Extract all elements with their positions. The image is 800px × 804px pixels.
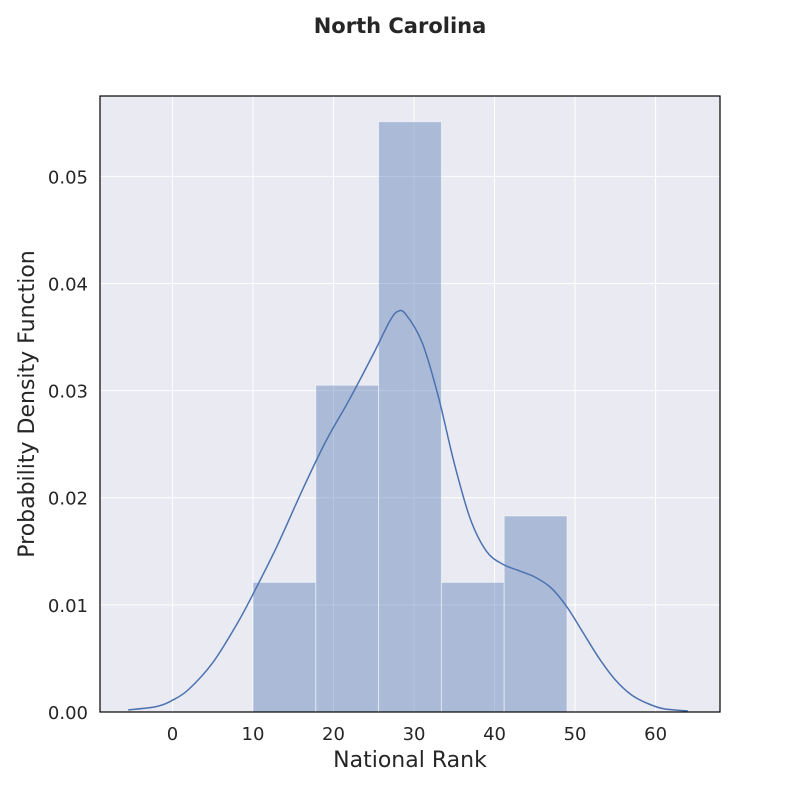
x-tick-label: 20 xyxy=(322,724,345,745)
y-tick-label: 0.00 xyxy=(48,703,88,724)
x-tick-label: 0 xyxy=(167,724,178,745)
y-axis-label: Probability Density Function xyxy=(15,250,40,558)
y-tick-label: 0.02 xyxy=(48,489,88,510)
chart-title: North Carolina xyxy=(314,14,487,38)
histogram-bar xyxy=(503,515,568,713)
x-tick-label: 10 xyxy=(242,724,265,745)
plot-area xyxy=(100,96,720,712)
x-tick-label: 40 xyxy=(483,724,506,745)
histogram-bar xyxy=(378,121,442,713)
y-tick-label: 0.05 xyxy=(48,167,88,188)
kde-curve xyxy=(128,309,688,712)
x-tick-label: 60 xyxy=(644,724,667,745)
x-tick-label: 50 xyxy=(564,724,587,745)
x-axis-label: National Rank xyxy=(333,748,487,773)
y-tick-label: 0.04 xyxy=(48,274,88,295)
y-tick-label: 0.03 xyxy=(48,382,88,403)
x-tick-labels: 0 10 20 30 40 50 60 xyxy=(167,724,667,745)
histogram-bars xyxy=(252,121,568,713)
y-tick-labels: 0.00 0.01 0.02 0.03 0.04 0.05 xyxy=(48,167,88,724)
histogram-bar xyxy=(315,384,380,713)
x-tick-label: 30 xyxy=(403,724,426,745)
histogram-bar xyxy=(252,581,317,713)
histogram-bar xyxy=(440,581,505,713)
plot-frame xyxy=(99,95,721,713)
y-tick-label: 0.01 xyxy=(48,596,88,617)
